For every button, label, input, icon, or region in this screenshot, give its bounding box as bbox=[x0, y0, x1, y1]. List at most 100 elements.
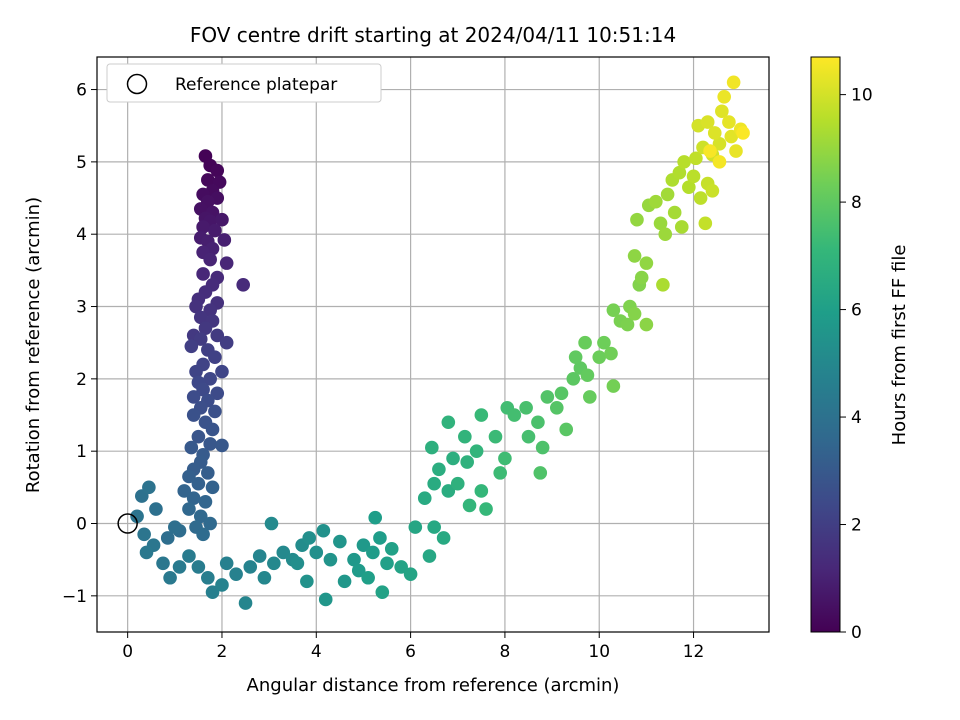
data-point bbox=[205, 480, 220, 495]
data-point bbox=[677, 155, 691, 169]
data-point bbox=[182, 469, 196, 484]
data-point bbox=[264, 516, 279, 531]
data-point bbox=[208, 223, 222, 238]
data-point bbox=[337, 574, 352, 589]
data-point bbox=[323, 552, 338, 567]
data-point bbox=[351, 563, 366, 578]
data-point bbox=[215, 438, 229, 453]
data-point bbox=[215, 578, 229, 592]
colorbar-tick-label: 0 bbox=[851, 623, 862, 643]
data-point bbox=[507, 408, 522, 422]
data-point bbox=[201, 466, 215, 480]
data-point bbox=[160, 531, 175, 545]
data-point bbox=[172, 560, 187, 574]
x-axis-ticks: 0 2 4 6 8 10 12 bbox=[122, 632, 704, 662]
y-tick-label: 3 bbox=[76, 298, 87, 318]
data-point bbox=[163, 570, 177, 585]
data-point bbox=[205, 585, 220, 600]
data-point bbox=[656, 278, 670, 292]
data-point bbox=[436, 531, 451, 545]
plot-frame bbox=[96, 56, 770, 633]
data-point bbox=[736, 126, 750, 140]
data-point bbox=[578, 335, 592, 350]
data-point bbox=[156, 556, 170, 571]
data-point bbox=[408, 520, 423, 534]
colorbar-tick-label: 2 bbox=[851, 516, 862, 536]
data-point bbox=[498, 451, 512, 466]
data-point bbox=[620, 317, 635, 332]
data-point bbox=[639, 317, 654, 332]
data-point bbox=[186, 390, 201, 404]
data-point bbox=[290, 556, 305, 571]
data-point bbox=[203, 372, 217, 386]
data-point bbox=[203, 252, 217, 267]
data-point bbox=[236, 278, 250, 292]
data-point bbox=[208, 350, 222, 364]
colorbar-tick-label: 6 bbox=[851, 301, 862, 321]
data-point bbox=[182, 549, 196, 563]
data-point bbox=[533, 466, 548, 480]
data-point bbox=[137, 527, 151, 542]
data-point bbox=[722, 115, 736, 129]
data-point bbox=[186, 408, 201, 422]
scatter-points bbox=[130, 75, 750, 610]
data-point bbox=[549, 400, 564, 415]
data-point bbox=[130, 509, 144, 524]
data-point bbox=[139, 545, 154, 560]
colorbar-ticks: 0 2 4 6 8 10 bbox=[840, 86, 873, 643]
x-tick-label: 8 bbox=[500, 642, 511, 662]
y-tick-label: 2 bbox=[76, 370, 87, 390]
data-point bbox=[210, 386, 225, 401]
data-point bbox=[450, 476, 465, 491]
data-point bbox=[219, 556, 234, 571]
data-point bbox=[347, 552, 361, 567]
data-point bbox=[356, 538, 371, 553]
data-point bbox=[432, 462, 446, 477]
chart-title: FOV centre drift starting at 2024/04/11 … bbox=[190, 23, 676, 47]
legend-box bbox=[106, 63, 382, 103]
data-point bbox=[597, 335, 611, 350]
data-point bbox=[189, 364, 203, 379]
data-point bbox=[519, 400, 533, 415]
x-tick-label: 10 bbox=[588, 642, 610, 662]
data-point bbox=[203, 303, 217, 317]
data-point bbox=[215, 212, 229, 227]
data-point bbox=[205, 422, 220, 437]
data-point bbox=[712, 155, 727, 169]
data-point bbox=[267, 556, 281, 571]
data-point bbox=[380, 556, 394, 571]
data-point bbox=[403, 567, 418, 581]
data-point bbox=[184, 339, 199, 354]
data-point bbox=[425, 440, 439, 455]
x-tick-label: 0 bbox=[122, 642, 133, 662]
data-point bbox=[703, 144, 717, 158]
data-point bbox=[193, 509, 208, 524]
y-tick-label: 5 bbox=[76, 153, 87, 173]
data-point bbox=[210, 163, 225, 178]
data-point bbox=[705, 184, 720, 198]
data-point bbox=[649, 194, 663, 209]
data-point bbox=[441, 415, 456, 430]
data-point bbox=[521, 429, 536, 444]
data-point bbox=[361, 570, 375, 585]
colorbar-gradient bbox=[810, 56, 841, 633]
data-point bbox=[566, 372, 581, 386]
data-point bbox=[210, 328, 225, 343]
data-point bbox=[554, 386, 569, 401]
data-point bbox=[375, 585, 390, 600]
data-point bbox=[257, 570, 272, 585]
data-point bbox=[238, 596, 253, 610]
data-point bbox=[177, 484, 192, 498]
data-point bbox=[427, 476, 441, 491]
data-point bbox=[309, 545, 324, 560]
data-point bbox=[215, 364, 229, 379]
data-point bbox=[394, 560, 408, 574]
y-tick-label: 4 bbox=[76, 225, 87, 245]
data-point bbox=[460, 455, 474, 469]
data-point bbox=[196, 382, 210, 397]
data-point bbox=[568, 350, 583, 364]
data-point bbox=[217, 233, 232, 247]
data-point bbox=[672, 165, 687, 180]
data-point bbox=[142, 480, 156, 495]
